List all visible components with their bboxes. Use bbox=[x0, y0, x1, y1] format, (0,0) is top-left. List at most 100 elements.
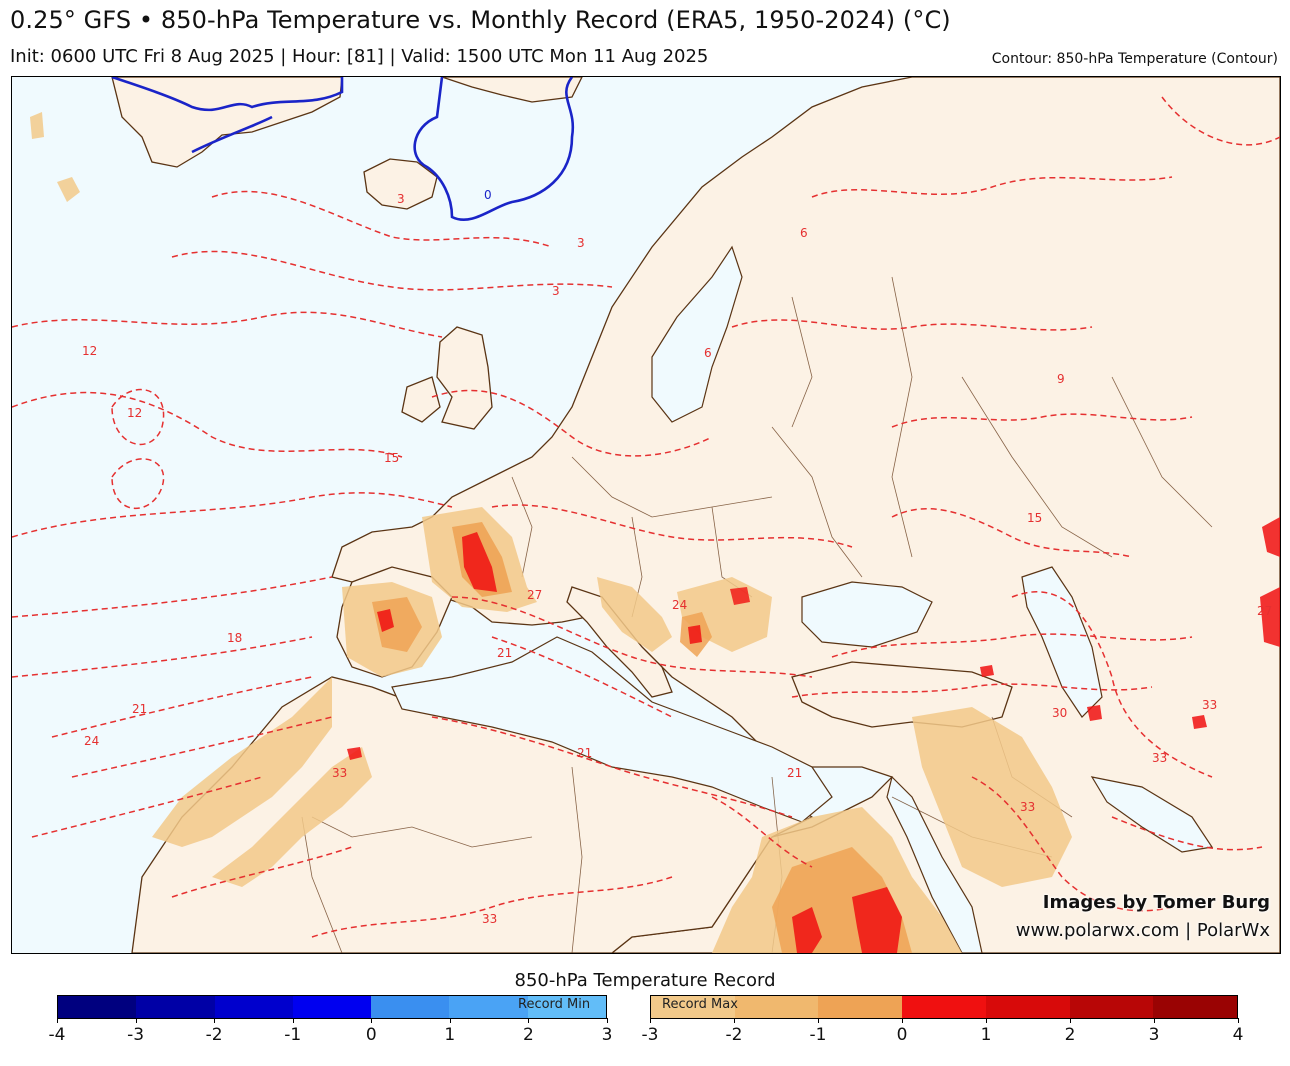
zero-isotherm bbox=[111, 77, 575, 222]
record-max-tick-mark bbox=[986, 1018, 987, 1023]
map-title: 0.25° GFS • 850-hPa Temperature vs. Mont… bbox=[10, 6, 951, 34]
contour-label-24b: 24 bbox=[672, 598, 687, 612]
map-panel[interactable]: 0 3 3 3 6 6 9 12 12 15 15 18 21 21 21 21… bbox=[11, 76, 1281, 954]
record-max-label: Record Max bbox=[662, 997, 738, 1012]
record-min-segment-6 bbox=[527, 996, 606, 1018]
map-subtitle: Init: 0600 UTC Fri 8 Aug 2025 | Hour: [8… bbox=[10, 46, 709, 67]
record-max-tick-label: 3 bbox=[1148, 1025, 1160, 1045]
record-max-tick-label: -1 bbox=[809, 1025, 827, 1045]
record-max-tick-mark bbox=[818, 1018, 819, 1023]
red-sea bbox=[886, 775, 983, 953]
credit-website[interactable]: www.polarwx.com | PolarWx bbox=[1015, 920, 1270, 941]
contour-label-3b: 3 bbox=[577, 236, 585, 250]
contour-label-9: 9 bbox=[1057, 372, 1065, 386]
contour-label-21b: 21 bbox=[497, 646, 512, 660]
record-min-tick-label: 2 bbox=[523, 1025, 534, 1045]
record-min-tick-label: 3 bbox=[601, 1025, 613, 1045]
record-max-tick-mark bbox=[1070, 1018, 1071, 1023]
record-max-tick-label: 4 bbox=[1232, 1025, 1244, 1045]
record-min-tick-mark bbox=[214, 1018, 216, 1023]
record-max-tick-mark bbox=[1238, 1018, 1239, 1023]
record-max-shading bbox=[30, 112, 1280, 953]
contour-label-3c: 3 bbox=[552, 284, 560, 298]
record-max-tick-mark bbox=[734, 1018, 735, 1023]
record-min-tick-mark bbox=[292, 1018, 294, 1023]
contour-label-0: 0 bbox=[484, 188, 492, 202]
contour-label-15b: 15 bbox=[1027, 511, 1042, 525]
contour-label: Contour: 850-hPa Temperature (Contour) bbox=[991, 51, 1278, 67]
record-min-tick-label: -3 bbox=[127, 1025, 145, 1045]
contour-label-27a: 27 bbox=[527, 588, 542, 602]
contour-label-21d: 21 bbox=[787, 766, 802, 780]
record-min-segment-2 bbox=[214, 996, 293, 1018]
record-max-colorbar bbox=[650, 995, 1238, 1019]
water-layer bbox=[391, 245, 1214, 953]
record-min-tick-mark bbox=[528, 1018, 530, 1023]
contour-label-33c: 33 bbox=[1020, 800, 1035, 814]
contour-label-12b: 12 bbox=[127, 406, 142, 420]
record-max-tick-label: -2 bbox=[725, 1025, 743, 1045]
contour-label-33b: 33 bbox=[482, 912, 497, 926]
eurasia-land bbox=[331, 77, 1280, 953]
record-max-tick-mark bbox=[650, 1018, 651, 1023]
contour-label-27b: 27 bbox=[1257, 604, 1272, 618]
contour-label-33d: 33 bbox=[1152, 751, 1167, 765]
ireland-land bbox=[401, 376, 441, 423]
svalbard-land bbox=[441, 77, 583, 103]
record-max-segment-0 bbox=[651, 996, 735, 1018]
contour-label-30: 30 bbox=[1052, 706, 1067, 720]
record-min-segment-3 bbox=[292, 996, 372, 1018]
record-min-segment-5 bbox=[449, 996, 528, 1018]
record-max-segment-6 bbox=[1153, 996, 1238, 1018]
record-min-tick-label: -2 bbox=[205, 1025, 223, 1045]
record-min-segment-4 bbox=[371, 996, 450, 1018]
record-max-segment-1 bbox=[734, 996, 819, 1018]
record-min-tick-mark bbox=[135, 1018, 137, 1023]
contour-label-18: 18 bbox=[227, 631, 242, 645]
contour-label-3a: 3 bbox=[397, 192, 405, 206]
iceland-land bbox=[363, 158, 438, 210]
record-min-tick-label: -4 bbox=[48, 1025, 66, 1045]
contour-label-6b: 6 bbox=[704, 346, 712, 360]
contour-label-6a: 6 bbox=[800, 226, 808, 240]
black-sea bbox=[801, 581, 933, 648]
record-max-tick-mark bbox=[1154, 1018, 1155, 1023]
record-min-colorbar bbox=[57, 995, 607, 1019]
contour-labels: 0 3 3 3 6 6 9 12 12 15 15 18 21 21 21 21… bbox=[82, 188, 1272, 926]
contour-label-33a: 33 bbox=[332, 766, 347, 780]
record-min-label: Record Min bbox=[518, 997, 591, 1012]
record-min-tick-label: 1 bbox=[444, 1025, 456, 1045]
baltic-sea bbox=[651, 245, 743, 423]
record-max-tick-mark bbox=[902, 1018, 903, 1023]
contour-label-21c: 21 bbox=[577, 746, 592, 760]
isotherms-layer bbox=[12, 96, 1280, 938]
contour-label-21a: 21 bbox=[132, 702, 147, 716]
map-canvas: 0 3 3 3 6 6 9 12 12 15 15 18 21 21 21 21… bbox=[12, 77, 1280, 953]
contour-label-33e: 33 bbox=[1202, 698, 1217, 712]
contour-label-15a: 15 bbox=[384, 451, 399, 465]
record-max-segment-5 bbox=[1069, 996, 1154, 1018]
greenland-land bbox=[111, 77, 343, 168]
record-max-segment-2 bbox=[818, 996, 903, 1018]
contour-label-24a: 24 bbox=[84, 734, 99, 748]
record-min-tick-label: 0 bbox=[365, 1025, 377, 1045]
credit-author: Images by Tomer Burg bbox=[1042, 892, 1270, 913]
record-max-tick-label: 1 bbox=[980, 1025, 992, 1045]
record-min-tick-mark bbox=[449, 1018, 451, 1023]
britain-land bbox=[436, 326, 493, 430]
record-max-tick-label: 2 bbox=[1064, 1025, 1076, 1045]
record-min-segment-0 bbox=[58, 996, 137, 1018]
record-max-segment-4 bbox=[985, 996, 1070, 1018]
record-min-tick-label: -1 bbox=[284, 1025, 302, 1045]
contour-label-12a: 12 bbox=[82, 344, 97, 358]
persian-gulf bbox=[1090, 776, 1214, 853]
record-max-segment-3 bbox=[902, 996, 986, 1018]
record-max-tick-label: -3 bbox=[641, 1025, 659, 1045]
legend-title: 850-hPa Temperature Record bbox=[514, 970, 776, 991]
record-min-tick-mark bbox=[607, 1018, 608, 1023]
record-max-tick-label: 0 bbox=[896, 1025, 908, 1045]
record-min-tick-mark bbox=[371, 1018, 373, 1023]
record-min-tick-mark bbox=[57, 1018, 58, 1023]
record-min-segment-1 bbox=[136, 996, 215, 1018]
mediterranean-sea bbox=[391, 636, 833, 823]
